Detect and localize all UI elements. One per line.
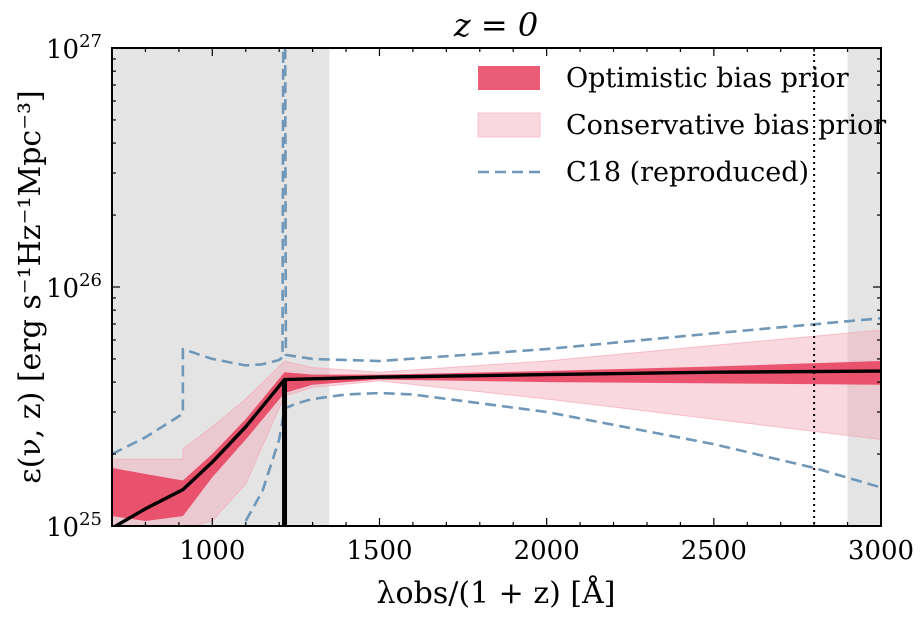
legend-swatch-1 bbox=[477, 112, 541, 138]
x-tick-label: 1500 bbox=[346, 536, 412, 566]
y-tick-labels: 1025 1026 1027 bbox=[46, 31, 102, 543]
axis-ticks bbox=[112, 48, 882, 527]
x-tick-label: 3000 bbox=[848, 536, 914, 566]
y-tick-label: 1026 bbox=[46, 270, 102, 304]
optimistic-band bbox=[112, 361, 881, 521]
legend-swatch-0 bbox=[478, 66, 540, 90]
x-tick-labels: 1000 1500 2000 2500 3000 bbox=[179, 536, 914, 566]
vertical-markers bbox=[282, 48, 816, 526]
series-lines bbox=[112, 48, 881, 526]
y-axis-label: ε(ν, z) [erg s⁻¹Hz⁻¹Mpc⁻³] bbox=[13, 90, 48, 484]
c18-dashed-line-1 bbox=[112, 48, 881, 456]
c18-dashed-line-2 bbox=[240, 391, 881, 526]
legend-label-2: C18 (reproduced) bbox=[566, 157, 809, 188]
x-tick-label: 2500 bbox=[681, 536, 747, 566]
x-tick-label: 2000 bbox=[514, 536, 580, 566]
legend-label-1: Conservative bias prior bbox=[566, 110, 886, 141]
x-tick-label: 1000 bbox=[179, 536, 245, 566]
median-line bbox=[112, 369, 881, 526]
legend-label-0: Optimistic bias prior bbox=[566, 63, 849, 94]
chart-title: z = 0 bbox=[453, 6, 538, 44]
y-tick-label: 1025 bbox=[46, 509, 102, 543]
x-axis-label: λobs/(1 + z) [Å] bbox=[377, 575, 616, 611]
y-tick-label: 1027 bbox=[46, 31, 102, 65]
chart-legend: Optimistic bias prior Conservative bias p… bbox=[477, 63, 886, 188]
